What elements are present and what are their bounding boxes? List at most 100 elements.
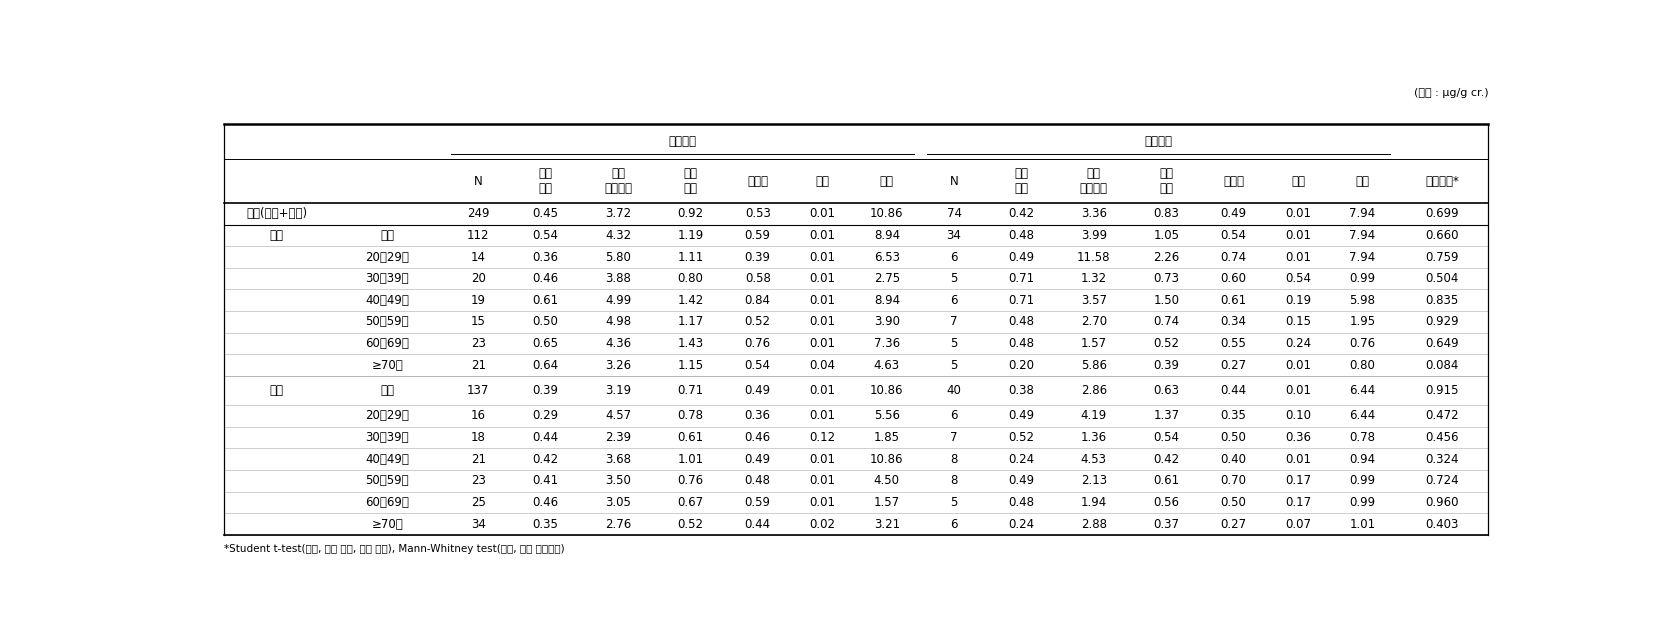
- Text: 6.44: 6.44: [1348, 410, 1374, 423]
- Text: 0.29: 0.29: [532, 410, 557, 423]
- Text: 0.49: 0.49: [744, 452, 770, 466]
- Text: 21: 21: [471, 358, 486, 372]
- Text: 1.32: 1.32: [1080, 272, 1107, 285]
- Text: 3.68: 3.68: [604, 452, 631, 466]
- Text: 기하
평균: 기하 평균: [1013, 167, 1028, 195]
- Text: 0.50: 0.50: [1220, 431, 1246, 444]
- Text: 7.94: 7.94: [1348, 229, 1374, 242]
- Text: 16: 16: [471, 410, 486, 423]
- Text: 0.724: 0.724: [1424, 475, 1458, 487]
- Text: 0.46: 0.46: [532, 272, 557, 285]
- Text: 2.86: 2.86: [1080, 384, 1107, 397]
- Text: 대조지역: 대조지역: [1143, 135, 1171, 148]
- Text: 2.13: 2.13: [1080, 475, 1107, 487]
- Text: 0.52: 0.52: [744, 316, 770, 328]
- Text: 0.46: 0.46: [532, 496, 557, 509]
- Text: 0.61: 0.61: [1153, 475, 1178, 487]
- Text: 10.86: 10.86: [870, 384, 904, 397]
- Text: 노출지역: 노출지역: [669, 135, 696, 148]
- Text: 2.75: 2.75: [874, 272, 899, 285]
- Text: 중위수: 중위수: [747, 175, 767, 187]
- Text: 0.01: 0.01: [1285, 208, 1310, 220]
- Text: 0.49: 0.49: [1008, 251, 1033, 264]
- Text: 1.42: 1.42: [677, 294, 704, 307]
- Text: 8.94: 8.94: [874, 294, 899, 307]
- Text: 0.54: 0.54: [1285, 272, 1310, 285]
- Text: 3.57: 3.57: [1080, 294, 1107, 307]
- Text: 8.94: 8.94: [874, 229, 899, 242]
- Text: 0.27: 0.27: [1220, 517, 1246, 531]
- Text: 3.26: 3.26: [604, 358, 631, 372]
- Text: 0.39: 0.39: [1153, 358, 1178, 372]
- Text: 21: 21: [471, 452, 486, 466]
- Text: 40: 40: [947, 384, 960, 397]
- Text: 3.99: 3.99: [1080, 229, 1107, 242]
- Text: 0.324: 0.324: [1424, 452, 1458, 466]
- Text: 5.56: 5.56: [874, 410, 899, 423]
- Text: 1.36: 1.36: [1080, 431, 1107, 444]
- Text: 0.78: 0.78: [677, 410, 704, 423]
- Text: 5.98: 5.98: [1350, 294, 1374, 307]
- Text: 0.04: 0.04: [809, 358, 835, 372]
- Text: 0.67: 0.67: [677, 496, 704, 509]
- Text: 3.05: 3.05: [604, 496, 631, 509]
- Text: 최소: 최소: [1290, 175, 1305, 187]
- Text: 0.36: 0.36: [1285, 431, 1310, 444]
- Text: 0.92: 0.92: [677, 208, 704, 220]
- Text: 0.50: 0.50: [1220, 496, 1246, 509]
- Text: 중위수: 중위수: [1223, 175, 1243, 187]
- Text: 23: 23: [471, 337, 486, 350]
- Text: 11.58: 11.58: [1077, 251, 1110, 264]
- Text: 0.44: 0.44: [532, 431, 557, 444]
- Text: 0.42: 0.42: [1153, 452, 1178, 466]
- Text: 0.24: 0.24: [1008, 452, 1033, 466]
- Text: 산술
평균: 산술 평균: [1158, 167, 1173, 195]
- Text: 0.80: 0.80: [1350, 358, 1374, 372]
- Text: 5: 5: [950, 337, 957, 350]
- Text: 0.34: 0.34: [1220, 316, 1246, 328]
- Text: 2.76: 2.76: [604, 517, 631, 531]
- Text: 0.76: 0.76: [744, 337, 770, 350]
- Text: 3.50: 3.50: [604, 475, 631, 487]
- Text: 2.88: 2.88: [1080, 517, 1107, 531]
- Text: 0.01: 0.01: [809, 229, 835, 242]
- Text: 0.48: 0.48: [1008, 316, 1033, 328]
- Text: 4.19: 4.19: [1080, 410, 1107, 423]
- Text: 1.19: 1.19: [677, 229, 704, 242]
- Text: 5: 5: [950, 496, 957, 509]
- Text: 0.01: 0.01: [809, 272, 835, 285]
- Text: ≥70세: ≥70세: [371, 358, 403, 372]
- Text: 0.456: 0.456: [1424, 431, 1458, 444]
- Text: 0.01: 0.01: [1285, 384, 1310, 397]
- Text: 8: 8: [950, 475, 957, 487]
- Text: 10.86: 10.86: [870, 452, 904, 466]
- Text: 20～29세: 20～29세: [364, 410, 409, 423]
- Text: 0.504: 0.504: [1424, 272, 1458, 285]
- Text: 0.01: 0.01: [809, 496, 835, 509]
- Text: 0.07: 0.07: [1285, 517, 1310, 531]
- Text: 0.403: 0.403: [1424, 517, 1458, 531]
- Text: 0.01: 0.01: [809, 294, 835, 307]
- Text: 0.55: 0.55: [1220, 337, 1246, 350]
- Text: 전체(남자+여자): 전체(남자+여자): [246, 208, 308, 220]
- Text: 0.19: 0.19: [1285, 294, 1310, 307]
- Text: 0.56: 0.56: [1153, 496, 1178, 509]
- Text: 0.64: 0.64: [532, 358, 557, 372]
- Text: 0.40: 0.40: [1220, 452, 1246, 466]
- Text: 4.32: 4.32: [604, 229, 631, 242]
- Text: 4.50: 4.50: [874, 475, 899, 487]
- Text: 0.39: 0.39: [532, 384, 557, 397]
- Text: 18: 18: [471, 431, 486, 444]
- Text: 0.01: 0.01: [809, 316, 835, 328]
- Text: 0.084: 0.084: [1424, 358, 1458, 372]
- Text: 0.649: 0.649: [1424, 337, 1458, 350]
- Text: 최소: 최소: [815, 175, 829, 187]
- Text: 0.49: 0.49: [1220, 208, 1246, 220]
- Text: 10.86: 10.86: [870, 208, 904, 220]
- Text: 3.72: 3.72: [604, 208, 631, 220]
- Text: 0.74: 0.74: [1153, 316, 1178, 328]
- Text: 1.57: 1.57: [1080, 337, 1107, 350]
- Text: 20～29세: 20～29세: [364, 251, 409, 264]
- Text: 0.12: 0.12: [809, 431, 835, 444]
- Text: 0.71: 0.71: [1008, 272, 1033, 285]
